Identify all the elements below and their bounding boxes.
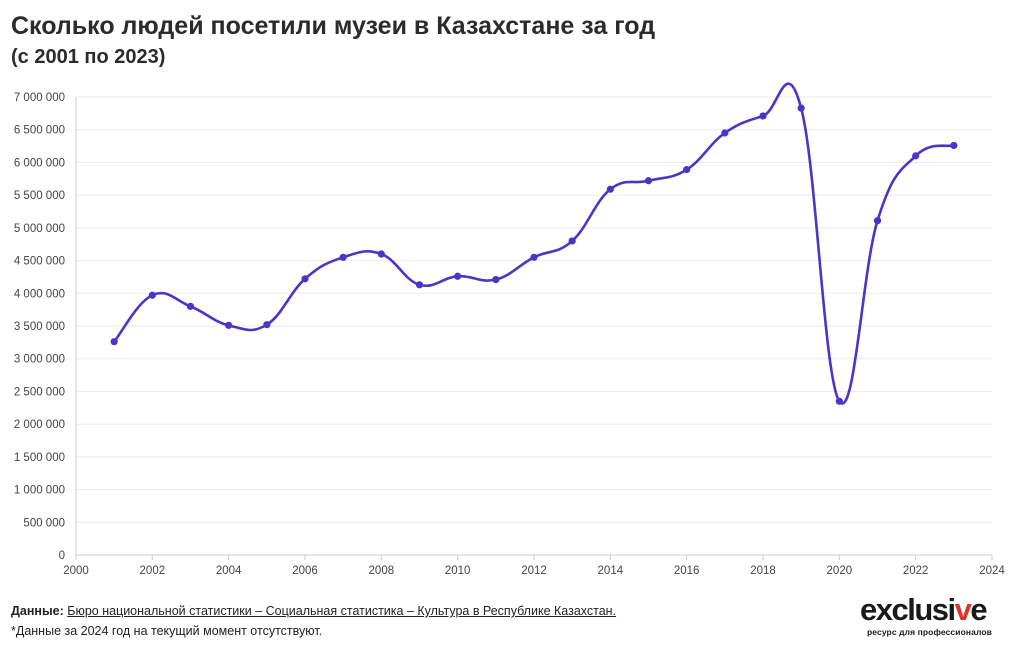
- y-tick-label: 2 500 000: [14, 386, 65, 398]
- x-tick-label: 2022: [903, 565, 929, 577]
- y-tick-label: 6 000 000: [14, 157, 65, 169]
- data-point-2015[interactable]: [644, 177, 653, 185]
- data-point-2013[interactable]: [568, 237, 576, 245]
- x-tick-label: 2004: [216, 565, 242, 577]
- x-axis-tick-labels: 2000 2002 2004 2006 2008 2010 2012 2014 2016 2018…: [63, 565, 1005, 577]
- x-tick-label: 2002: [140, 565, 166, 577]
- y-tick-label: 1 500 000: [14, 452, 65, 464]
- source-line: Данные: Бюро национальной статистики – С…: [11, 601, 616, 621]
- x-tick-label: 2010: [445, 565, 471, 577]
- y-tick-label: 5 500 000: [14, 190, 65, 202]
- logo-wordmark: exclusive: [860, 592, 988, 627]
- series-line-visitors: [112, 82, 956, 405]
- x-tick-label: 2018: [750, 565, 776, 577]
- data-point-2017[interactable]: [721, 129, 729, 137]
- data-point-2019[interactable]: [797, 104, 805, 112]
- y-tick-label: 2 000 000: [14, 419, 65, 431]
- x-tick-label: 2012: [521, 565, 547, 577]
- data-point-2012[interactable]: [530, 253, 538, 261]
- chart-title: Сколько людей посетили музеи в Казахстан…: [11, 12, 656, 40]
- x-tick-label: 2014: [598, 565, 624, 577]
- x-tick-label: 2006: [292, 565, 318, 577]
- x-tick-label: 2020: [827, 565, 853, 577]
- data-point-2008[interactable]: [377, 250, 385, 258]
- data-point-2016[interactable]: [683, 166, 691, 174]
- data-point-2004[interactable]: [225, 321, 233, 329]
- data-point-2014[interactable]: [606, 185, 614, 193]
- x-tick-label: 2000: [63, 565, 89, 577]
- y-tick-label: 5 000 000: [14, 223, 65, 235]
- source-label: Данные:: [11, 604, 64, 618]
- data-point-2011[interactable]: [492, 275, 500, 284]
- y-tick-label: 4 000 000: [14, 288, 65, 300]
- y-tick-label: 6 500 000: [14, 125, 65, 137]
- exclusive-logo: exclusive ресурс для профессионалов: [860, 593, 1012, 643]
- footnote: *Данные за 2024 год на текущий момент от…: [11, 624, 323, 638]
- y-tick-label: 4 500 000: [14, 256, 65, 268]
- y-tick-label: 1 000 000: [14, 485, 65, 497]
- data-point-2005[interactable]: [263, 321, 271, 329]
- data-point-2020[interactable]: [835, 397, 843, 405]
- source-link[interactable]: Бюро национальной статистики – Социальна…: [67, 604, 617, 618]
- data-point-2018[interactable]: [759, 112, 767, 120]
- y-tick-label: 3 500 000: [14, 321, 65, 333]
- chart-subtitle: (с 2001 по 2023): [11, 46, 166, 68]
- y-axis-tick-labels: 0 500 000 1 000 000 1 500 000 2 000 000 2 500…: [14, 92, 65, 562]
- grid-lines: [76, 96, 992, 523]
- y-tick-label: 500 000: [23, 517, 65, 529]
- data-point-2001[interactable]: [110, 338, 118, 346]
- line-chart: 0 500 000 1 000 000 1 500 000 2 000 000 2 500…: [14, 82, 1005, 577]
- x-tick-label: 2024: [979, 565, 1005, 577]
- data-point-2007[interactable]: [339, 253, 347, 261]
- logo-tagline: ресурс для профессионалов: [867, 627, 992, 637]
- data-point-2022[interactable]: [912, 152, 920, 160]
- data-point-2002[interactable]: [148, 291, 156, 299]
- data-points: [110, 104, 958, 405]
- y-tick-label: 0: [59, 550, 65, 562]
- y-tick-label: 7 000 000: [14, 92, 65, 104]
- data-point-2003[interactable]: [186, 302, 195, 310]
- data-point-2023[interactable]: [950, 141, 958, 150]
- chart-footer: Данные: Бюро национальной статистики – С…: [11, 601, 616, 641]
- y-tick-label: 3 000 000: [14, 354, 65, 366]
- x-tick-label: 2008: [369, 565, 395, 577]
- data-point-2010[interactable]: [454, 272, 462, 280]
- data-point-2021[interactable]: [873, 217, 882, 225]
- data-point-2006[interactable]: [301, 275, 309, 283]
- x-tick-label: 2016: [674, 565, 700, 577]
- axes: [75, 97, 993, 560]
- data-point-2009[interactable]: [415, 281, 424, 289]
